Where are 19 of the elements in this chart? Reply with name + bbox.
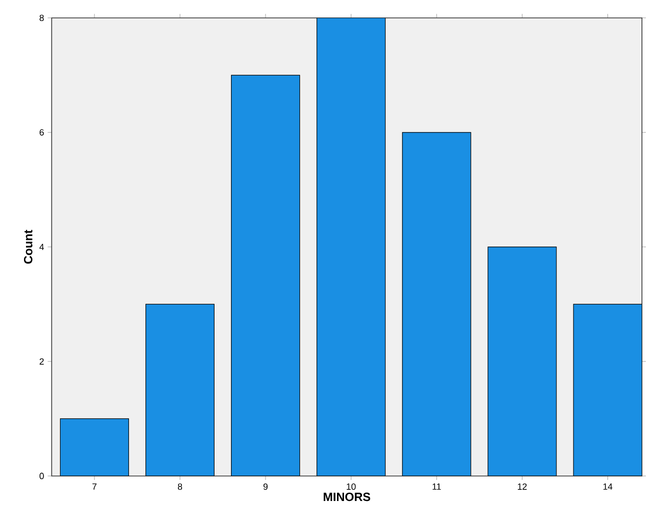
x-tick-label: 9: [263, 484, 268, 490]
bar: [145, 304, 215, 476]
x-axis-title: MINORS: [324, 492, 370, 502]
y-tick-label: 8: [40, 14, 44, 22]
bar: [402, 132, 472, 476]
x-tick-label: 8: [178, 484, 182, 490]
bar: [231, 75, 300, 476]
bar: [488, 246, 557, 476]
y-tick-label: 4: [39, 244, 44, 250]
x-tick-label: 10: [346, 484, 356, 490]
y-axis-title: Count: [24, 230, 32, 264]
bar: [316, 18, 386, 476]
y-tick-label: 2: [40, 358, 44, 365]
x-tick-label: 11: [432, 484, 441, 490]
x-tick-label: 12: [518, 484, 527, 490]
y-tick-label: 0: [40, 472, 44, 480]
x-tick-label: 7: [92, 484, 96, 490]
y-tick-label: 6: [40, 129, 44, 136]
x-tick-label: 14: [603, 484, 612, 490]
